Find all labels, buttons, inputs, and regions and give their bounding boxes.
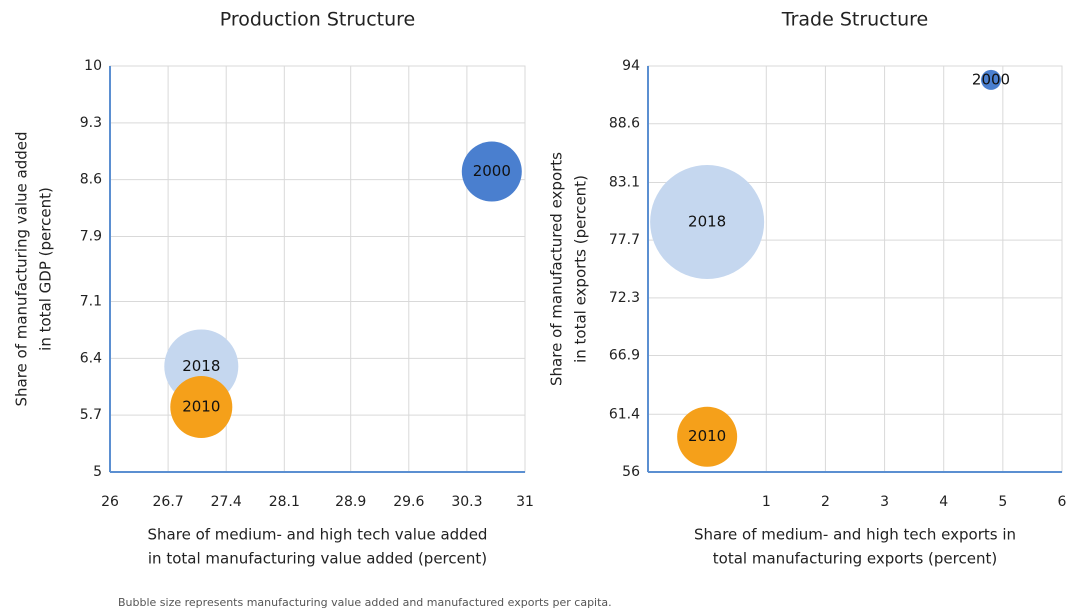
x-tick-label: 31 [516, 494, 534, 510]
y-tick-label: 5 [93, 464, 102, 480]
bubble [170, 376, 233, 439]
x-axis-label: total manufacturing exports (percent) [713, 550, 997, 568]
bubble-label: 2010 [688, 427, 726, 445]
bubble-label: 2018 [688, 212, 726, 230]
y-tick-label: 9.3 [80, 115, 102, 131]
bubble [461, 141, 522, 202]
y-tick-label: 6.4 [80, 350, 102, 366]
bubble-label: 2000 [473, 162, 511, 180]
y-tick-label: 66.9 [609, 348, 640, 364]
y-tick-label: 83.1 [609, 174, 640, 190]
x-tick-label: 26 [101, 494, 119, 510]
y-tick-label: 77.7 [609, 232, 640, 248]
bubble-label: 2010 [182, 398, 220, 416]
y-tick-label: 94 [622, 58, 640, 74]
x-tick-label: 2 [821, 494, 830, 510]
x-axis-label: Share of medium- and high tech value add… [148, 526, 488, 544]
note: Bubble size represents manufacturing val… [118, 596, 612, 609]
y-tick-label: 7.9 [80, 229, 102, 245]
x-tick-label: 1 [762, 494, 771, 510]
y-axis-label: in total exports (percent) [572, 175, 590, 363]
x-tick-label: 3 [880, 494, 889, 510]
x-tick-label: 28.9 [335, 494, 366, 510]
chart-title: Production Structure [220, 9, 416, 31]
chart-title: Trade Structure [781, 9, 928, 31]
x-tick-label: 29.6 [393, 494, 424, 510]
y-tick-label: 61.4 [609, 406, 640, 422]
x-axis-label: Share of medium- and high tech exports i… [694, 526, 1016, 544]
y-axis-label: Share of manufacturing value added [13, 131, 31, 406]
y-tick-label: 8.6 [80, 172, 102, 188]
bubble [650, 164, 765, 279]
y-tick-label: 5.7 [80, 407, 102, 423]
x-tick-label: 5 [998, 494, 1007, 510]
bubble-label: 2018 [182, 357, 220, 375]
x-tick-label: 26.7 [153, 494, 184, 510]
x-tick-label: 30.3 [451, 494, 482, 510]
bubble-label: 2000 [972, 70, 1010, 88]
x-tick-label: 27.4 [211, 494, 242, 510]
x-tick-label: 4 [939, 494, 948, 510]
x-tick-label: 6 [1058, 494, 1067, 510]
x-tick-label: 28.1 [269, 494, 300, 510]
y-tick-label: 88.6 [609, 116, 640, 132]
y-tick-label: 72.3 [609, 290, 640, 306]
y-tick-label: 56 [622, 464, 640, 480]
y-axis-label: in total GDP (percent) [37, 187, 55, 351]
y-tick-label: 7.1 [80, 293, 102, 309]
x-axis-label: in total manufacturing value added (perc… [148, 550, 487, 568]
y-axis-label: Share of manufactured exports [548, 152, 566, 386]
y-tick-label: 10 [84, 58, 102, 74]
bubble [981, 69, 1002, 90]
bubble [677, 406, 738, 467]
